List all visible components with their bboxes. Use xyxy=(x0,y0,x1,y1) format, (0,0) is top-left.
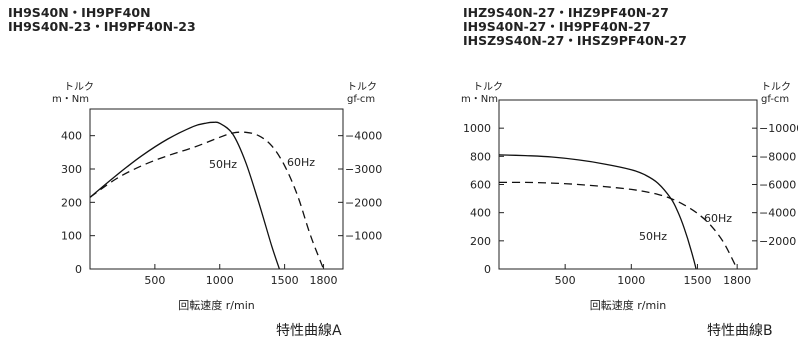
y-left-tick-label: 200 xyxy=(61,196,82,209)
y-left-tick-label: 100 xyxy=(61,230,82,243)
y-left-axis-label: トルク xyxy=(64,81,94,93)
x-tick-label: 500 xyxy=(555,274,576,287)
y-right-tick-label: −4000 xyxy=(345,130,382,143)
series-line-50hz xyxy=(89,121,281,270)
chart-panel-b: IHZ9S40N-27・IHZ9PF40N-27 IH9S40N-27・IH9P… xyxy=(399,0,798,342)
chart-caption: 特性曲線A xyxy=(276,323,342,339)
y-right-axis-label: トルク xyxy=(761,81,791,93)
y-left-axis-label: m・Nm xyxy=(461,94,498,105)
y-right-tick-label: −4000 xyxy=(759,207,796,220)
y-right-axis-label: トルク xyxy=(347,81,377,93)
y-right-axis-label: gf-cm xyxy=(761,94,789,105)
x-axis-label: 回転速度 r/min xyxy=(590,298,666,312)
y-left-tick-label: 200 xyxy=(470,235,491,248)
chart-panel-a: IH9S40N・IH9PF40N IH9S40N-23・IH9PF40N-23 … xyxy=(8,5,382,340)
series-label-50hz: 50Hz xyxy=(209,158,237,171)
model-names: IHZ9S40N-27・IHZ9PF40N-27 IH9S40N-27・IH9P… xyxy=(463,5,687,48)
y-left-axis-label: トルク xyxy=(473,81,503,93)
y-right-tick-label: −8000 xyxy=(759,150,796,163)
y-right-tick-label: −10000 xyxy=(759,122,798,135)
plot-frame xyxy=(89,108,344,270)
series-label-60hz: 60Hz xyxy=(704,212,732,225)
y-left-tick-label: 600 xyxy=(470,179,491,192)
x-tick-label: 500 xyxy=(144,274,165,287)
y-left-tick-label: 0 xyxy=(484,263,491,276)
chart-caption: 特性曲線B xyxy=(707,323,773,339)
y-left-tick-label: 400 xyxy=(470,207,491,220)
series-line-60hz xyxy=(89,131,325,270)
x-axis-label: 回転速度 r/min xyxy=(178,298,254,312)
x-tick-label: 1800 xyxy=(310,274,338,287)
plot-frame xyxy=(498,99,758,270)
x-tick-label: 1500 xyxy=(271,274,299,287)
x-tick-label: 1000 xyxy=(206,274,234,287)
y-left-axis-label: m・Nm xyxy=(52,94,89,105)
y-left-tick-label: 800 xyxy=(470,150,491,163)
x-tick-label: 1500 xyxy=(683,274,711,287)
torque-chart: 500 1000 1500 1800 0 200 400 600 800 1000 −2000 −40… xyxy=(461,81,798,312)
x-tick-label: 1000 xyxy=(617,274,645,287)
y-left-tick-label: 300 xyxy=(61,163,82,176)
y-left-tick-label: 1000 xyxy=(463,122,491,135)
x-tick-label: 1800 xyxy=(723,274,751,287)
series-line-60hz xyxy=(498,181,738,270)
y-right-tick-label: −1000 xyxy=(345,230,382,243)
y-left-tick-label: 0 xyxy=(75,263,82,276)
y-left-tick-label: 400 xyxy=(61,130,82,143)
y-right-tick-label: −2000 xyxy=(345,196,382,209)
series-label-50hz: 50Hz xyxy=(639,230,667,243)
model-names: IH9S40N・IH9PF40N IH9S40N-23・IH9PF40N-23 xyxy=(8,5,196,34)
series-label-60hz: 60Hz xyxy=(287,156,315,169)
series-line-50hz xyxy=(498,154,697,270)
y-right-tick-label: −6000 xyxy=(759,179,796,192)
y-right-axis-label: gf-cm xyxy=(347,94,375,105)
y-right-tick-label: −2000 xyxy=(759,235,796,248)
torque-chart: 500 1000 1500 1800 0 100 200 300 400 −1000 −2000 −3… xyxy=(52,81,382,312)
y-right-tick-label: −3000 xyxy=(345,163,382,176)
